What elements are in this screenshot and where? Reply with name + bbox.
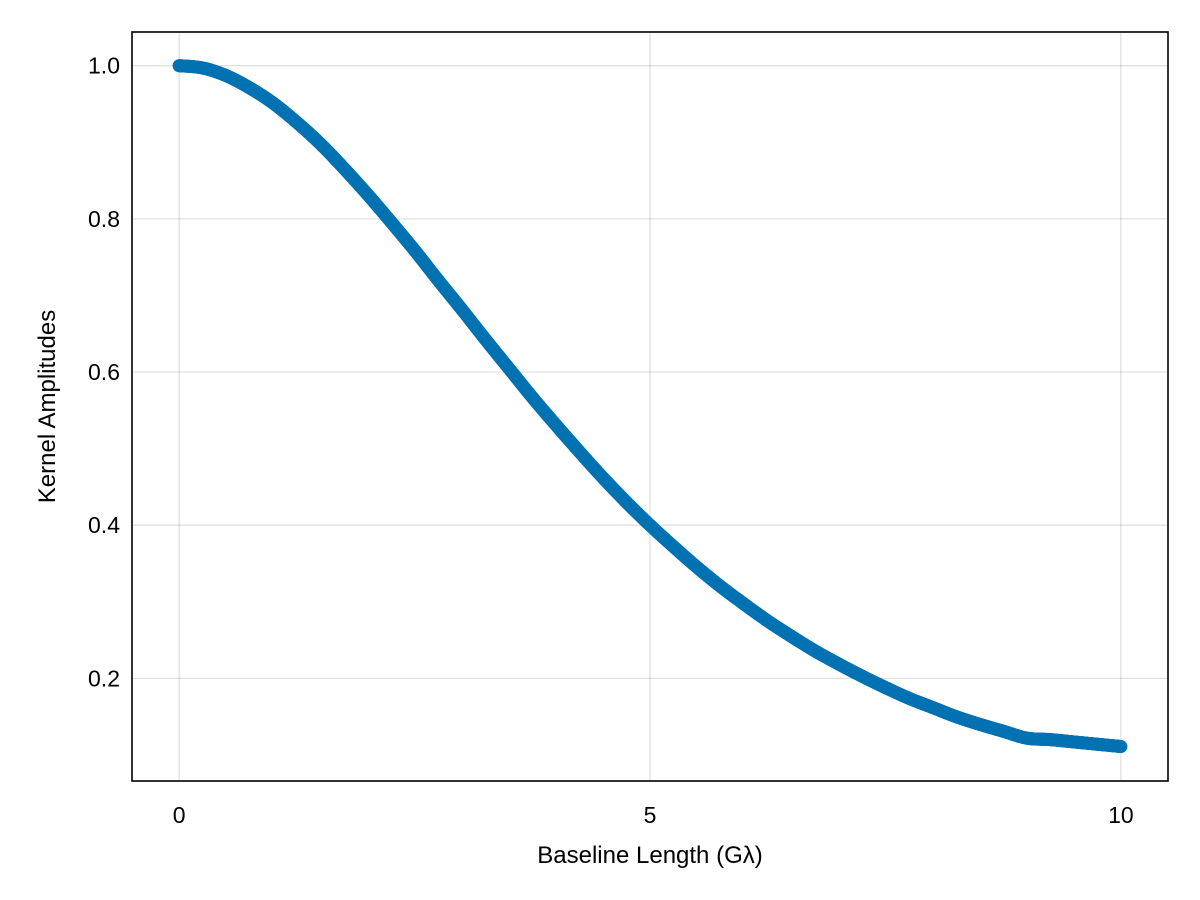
x-tick-label: 5 [644,802,657,828]
y-axis-label: Kernel Amplitudes [34,310,61,503]
data-point [1114,740,1128,754]
y-tick-label: 0.4 [88,512,120,538]
axis-ticks: 0 5 10 0.2 0.4 0.6 0.8 1.0 [88,53,1134,828]
grid-lines [132,32,1168,781]
y-tick-label: 0.6 [88,359,120,385]
plot-frame [131,31,1169,782]
y-tick-label: 0.8 [88,206,120,232]
data-series [172,59,1128,754]
x-tick-label: 10 [1108,802,1134,828]
y-tick-label: 0.2 [88,665,120,691]
x-axis-label: Baseline Length (Gλ) [537,842,762,869]
x-tick-label: 0 [173,802,186,828]
y-tick-label: 1.0 [88,53,120,79]
plot-series [172,59,1128,754]
